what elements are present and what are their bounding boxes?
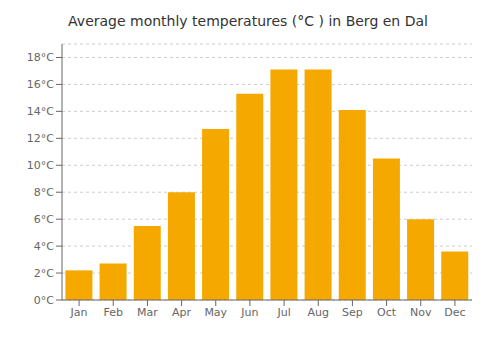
- svg-text:10°C: 10°C: [27, 159, 54, 172]
- svg-text:Sep: Sep: [342, 306, 363, 319]
- svg-text:12°C: 12°C: [27, 132, 54, 145]
- svg-text:8°C: 8°C: [34, 186, 54, 199]
- svg-text:6°C: 6°C: [34, 213, 54, 226]
- svg-text:May: May: [204, 306, 227, 319]
- svg-text:2°C: 2°C: [34, 267, 54, 280]
- svg-text:Jun: Jun: [240, 306, 258, 319]
- svg-text:0°C: 0°C: [34, 294, 54, 307]
- svg-text:Oct: Oct: [377, 306, 397, 319]
- html-text:Average monthly temperatures (: Average monthly temperatures (°C ) in Be…: [68, 13, 428, 29]
- svg-text:14°C: 14°C: [27, 105, 54, 118]
- svg-text:Mar: Mar: [137, 306, 158, 319]
- svg-text:4°C: 4°C: [34, 240, 54, 253]
- svg-text:Feb: Feb: [104, 306, 123, 319]
- svg-text:Apr: Apr: [172, 306, 192, 319]
- svg-text:16°C: 16°C: [27, 78, 54, 91]
- svg-text:Aug: Aug: [308, 306, 329, 319]
- svg-text:18°C: 18°C: [27, 51, 54, 64]
- svg-text:Jan: Jan: [70, 306, 88, 319]
- svg-text:Jul: Jul: [276, 306, 290, 319]
- svg-text:Dec: Dec: [444, 306, 465, 319]
- svg-text:Nov: Nov: [410, 306, 432, 319]
